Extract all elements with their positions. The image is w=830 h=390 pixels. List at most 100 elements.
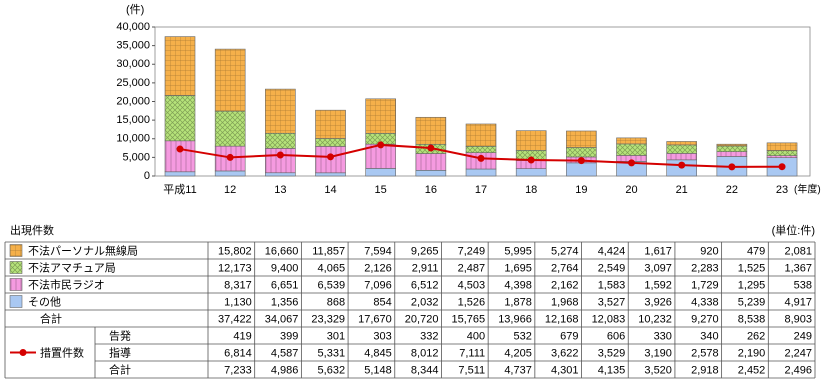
row-label: 告発 (109, 328, 131, 342)
table-cell: 479 (747, 245, 765, 257)
bar-segment (164, 36, 196, 96)
table-cell: 7,249 (458, 245, 486, 257)
y-tick-label: 30,000 (116, 58, 150, 70)
legend-label: 措置件数 (40, 345, 84, 359)
bar-segment (164, 95, 196, 142)
x-tick-label: 19 (575, 184, 587, 196)
bar-segment (766, 142, 798, 151)
bar-segment (616, 143, 647, 156)
legend-marker (19, 349, 27, 356)
table-cell: 2,764 (551, 262, 579, 274)
table-cell: 1,968 (551, 296, 579, 308)
table-cell: 920 (700, 245, 718, 257)
table-cell: 3,520 (644, 364, 672, 376)
line-point (327, 153, 335, 161)
table-cell: 5,995 (504, 245, 532, 257)
table-cell: 7,096 (364, 279, 392, 291)
x-tick-label: 13 (274, 184, 286, 196)
table-cell: 2,549 (598, 262, 626, 274)
bar-segment (666, 141, 698, 146)
bar-segment (566, 147, 597, 158)
table-cell: 2,578 (691, 347, 719, 359)
line-point (678, 161, 686, 169)
table-cell: 7,111 (459, 347, 485, 359)
table-cell: 4,135 (598, 364, 626, 376)
line-point (276, 151, 284, 159)
table-cell: 419 (233, 330, 251, 342)
x-tick-label: 22 (726, 184, 738, 196)
table-cell: 12,168 (545, 313, 579, 325)
table-cell: 8,538 (738, 313, 766, 325)
bar-segment (415, 116, 447, 145)
table-cell: 249 (794, 330, 812, 342)
y-tick-label: 10,000 (116, 133, 150, 145)
table-cell: 4,398 (504, 279, 532, 291)
bar-segment (415, 153, 447, 171)
bar-segment (465, 146, 497, 153)
table-cell: 4,503 (458, 279, 486, 291)
table-cell: 16,660 (265, 245, 299, 257)
x-tick-label: 15 (375, 184, 387, 196)
table-cell: 2,911 (412, 262, 439, 274)
row-label: 合計 (40, 311, 62, 325)
bar-segment (515, 168, 547, 177)
line-point (778, 163, 786, 171)
table-cell: 262 (747, 330, 765, 342)
legend-swatch (9, 295, 23, 308)
row-label: 指導 (109, 345, 131, 359)
table-cell: 538 (794, 279, 812, 291)
table-cell: 2,452 (738, 364, 766, 376)
table-cell: 6,512 (411, 279, 439, 291)
bar-segment (415, 170, 447, 177)
table-cell: 1,295 (738, 279, 766, 291)
table-cell: 1,356 (271, 296, 299, 308)
line-point (427, 144, 435, 152)
line-point (477, 154, 485, 162)
table-cell: 4,917 (784, 296, 812, 308)
table-cell: 3,622 (551, 347, 579, 359)
bar-segment (666, 153, 698, 161)
x-unit: (年度) (794, 183, 821, 196)
y-tick-label: 35,000 (116, 40, 150, 52)
bar-segment (214, 110, 246, 147)
table-cell: 4,986 (271, 364, 299, 376)
table-cell: 3,190 (644, 347, 672, 359)
y-unit: (件) (126, 3, 144, 16)
table-cell: 2,032 (411, 296, 439, 308)
table-cell: 5,331 (318, 347, 346, 359)
x-tick-label: 18 (525, 184, 537, 196)
table-cell: 1,583 (598, 279, 626, 291)
bar-segment (315, 138, 346, 147)
bar-segment (566, 162, 597, 177)
bar-segment (716, 151, 748, 157)
table-cell: 679 (560, 330, 578, 342)
table-cell: 5,632 (318, 364, 346, 376)
table-cell: 2,247 (784, 347, 812, 359)
table-cell: 2,126 (364, 262, 392, 274)
table-cell: 8,344 (411, 364, 439, 376)
table-cell: 23,329 (311, 313, 345, 325)
x-tick-label: 14 (324, 184, 336, 196)
line-point (377, 141, 385, 149)
line-point (628, 159, 636, 167)
table-cell: 606 (607, 330, 625, 342)
bar-segment (515, 130, 547, 151)
table-cell: 4,205 (504, 347, 532, 359)
table-cell: 1,130 (224, 296, 252, 308)
bar-segment (365, 98, 396, 134)
table-cell: 6,814 (224, 347, 252, 359)
line-point (577, 157, 585, 165)
bar-segment (265, 172, 296, 177)
bar-segment (716, 143, 748, 147)
table-cell: 6,651 (271, 279, 299, 291)
table-cell: 8,012 (411, 347, 439, 359)
table-cell: 399 (280, 330, 298, 342)
line-point (226, 153, 234, 161)
bar-segment (716, 145, 748, 152)
table-cell: 4,338 (691, 296, 719, 308)
table-cell: 330 (654, 330, 672, 342)
table-cell: 2,487 (458, 262, 486, 274)
line-point (176, 145, 184, 153)
bar-segment (265, 132, 296, 149)
